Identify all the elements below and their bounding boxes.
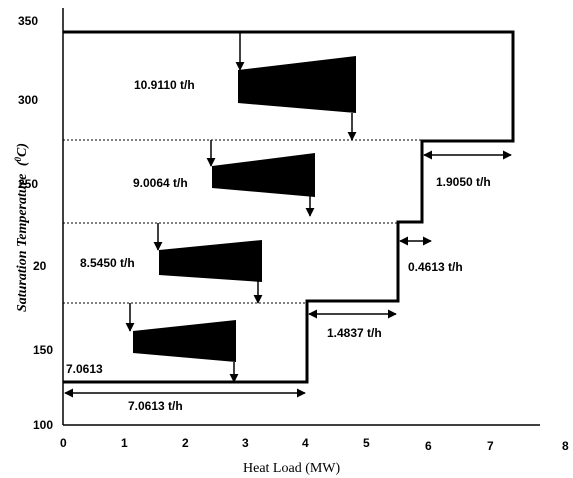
exchanger-shape-4 [133,320,236,362]
x-tick-3: 3 [242,436,249,450]
y-tick-250: 250 [18,177,38,191]
exchanger-flow-label-3: 8.5450 t/h [80,256,135,270]
x-tick-7: 7 [487,439,494,453]
exchanger-flow-label-2: 9.0064 t/h [133,176,188,190]
y-tick-150: 150 [33,343,53,357]
exchanger-shape-1 [238,56,356,113]
exchanger-flow-label-4: 7.0613 [66,362,103,376]
step-label-1: 1.9050 t/h [436,175,491,189]
step-label-3: 1.4837 t/h [327,326,382,340]
x-tick-0: 0 [60,436,67,450]
x-tick-8: 8 [562,439,569,453]
x-tick-5: 5 [363,436,370,450]
x-tick-6: 6 [425,439,432,453]
x-tick-1: 1 [121,436,128,450]
exchanger-shape-2 [212,153,315,197]
y-tick-100: 100 [33,418,53,432]
step-label-2: 0.4613 t/h [408,260,463,274]
x-axis-label: Heat Load (MW) [243,461,341,476]
step-label-4: 7.0613 t/h [128,399,183,413]
composite-curve [63,30,515,384]
x-tick-2: 2 [182,436,189,450]
y-tick-200: 20 [33,259,47,273]
exchanger-shape-3 [159,240,262,282]
exchanger-flow-label-1: 10.9110 t/h [134,78,195,92]
y-tick-300: 300 [18,93,38,107]
x-tick-4: 4 [302,436,309,450]
y-axis-label-group: Saturation Temperature (0C) [13,143,30,312]
y-axis-label: Saturation Temperature (0C) [13,143,30,312]
y-tick-350: 350 [18,14,38,28]
